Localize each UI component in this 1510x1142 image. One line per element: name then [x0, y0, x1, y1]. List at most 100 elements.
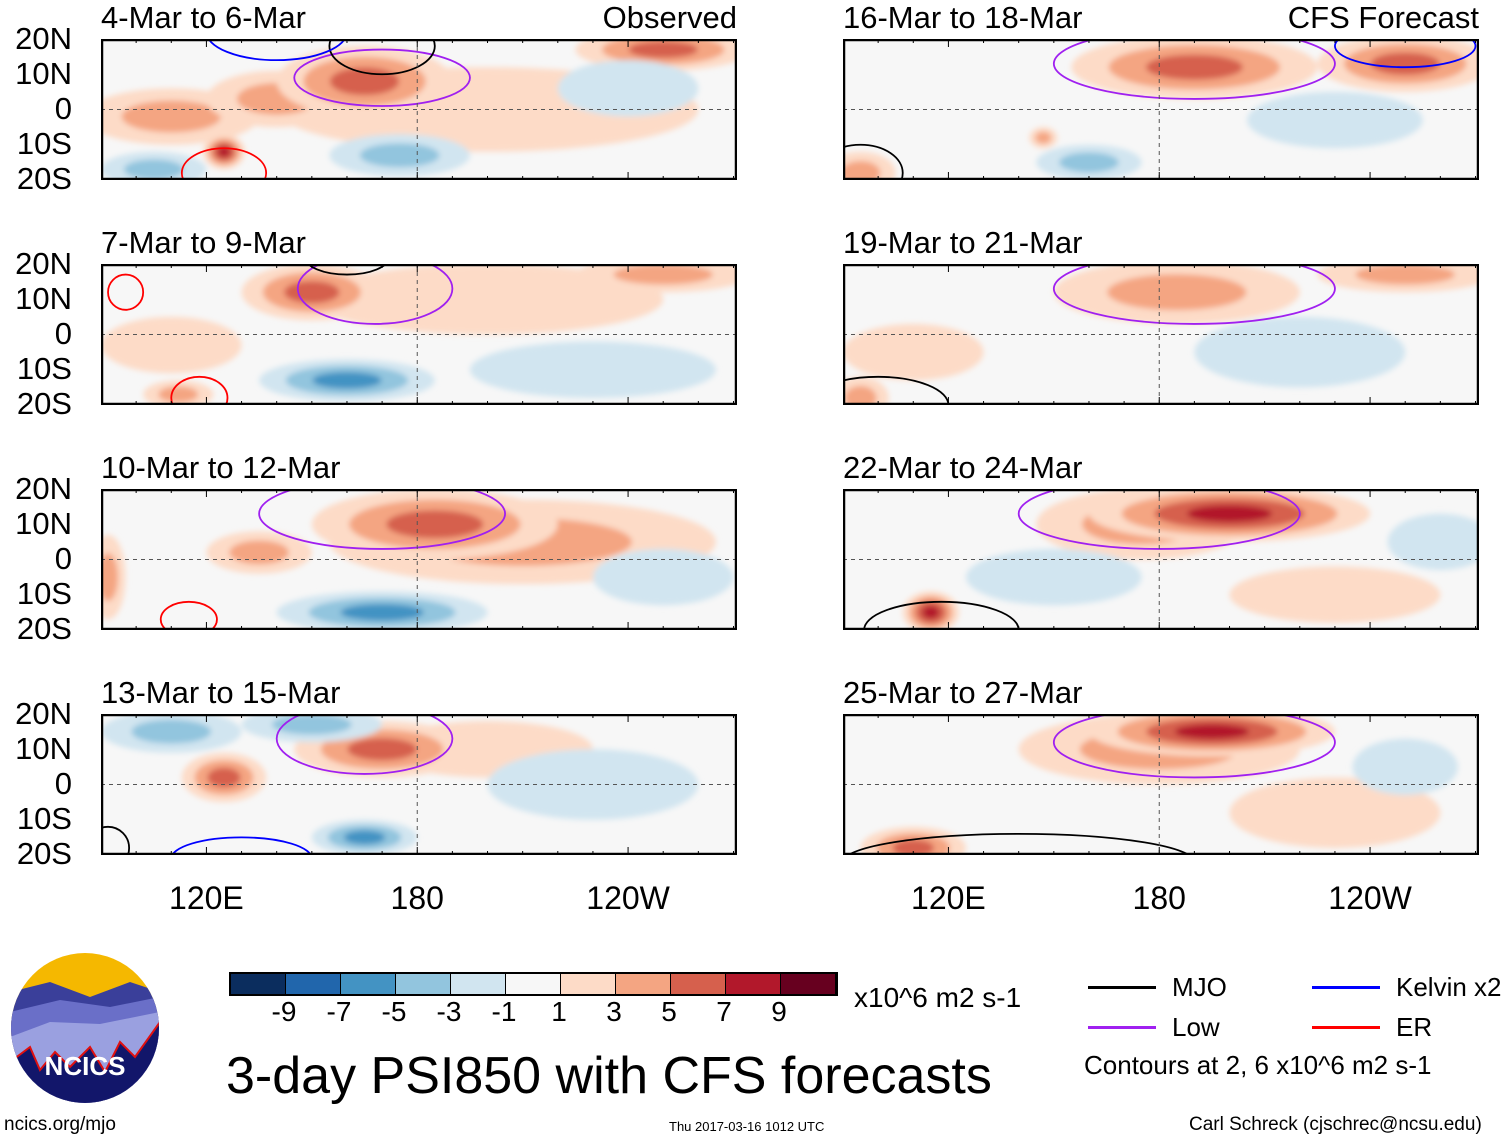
- author: Carl Schreck (cjschrec@ncsu.edu): [1189, 1114, 1482, 1135]
- colorbar-swatch: [341, 974, 396, 994]
- low-contour: [1052, 39, 1336, 100]
- panel-title: 10-Mar to 12-Mar: [101, 450, 341, 485]
- map-panel: [843, 264, 1479, 405]
- legend-label: Low: [1172, 1012, 1220, 1042]
- panel-title: 25-Mar to 27-Mar: [843, 675, 1083, 710]
- mjo-contour: [846, 832, 1191, 855]
- colorbar-swatch: [561, 974, 616, 994]
- colorbar-swatch: [396, 974, 451, 994]
- negative-anomaly: [1352, 738, 1458, 796]
- positive-anomaly: [386, 510, 484, 539]
- lon-label: 180: [390, 880, 444, 916]
- negative-anomaly: [965, 548, 1142, 606]
- negative-anomaly: [131, 719, 211, 744]
- positive-anomaly: [1187, 505, 1273, 523]
- er-contour: [180, 147, 268, 180]
- lat-label: 0: [54, 541, 72, 576]
- legend-label: ER: [1396, 1012, 1433, 1042]
- legend-label: MJO: [1172, 972, 1227, 1002]
- lat-label: 20S: [16, 836, 72, 871]
- legend-kelvin: Kelvin x2: [1312, 972, 1502, 1003]
- lat-label: 10S: [16, 576, 72, 611]
- low-contour: [275, 714, 454, 775]
- lat-label: 20N: [15, 696, 72, 731]
- map-panel: [101, 264, 737, 405]
- negative-anomaly: [557, 60, 699, 117]
- positive-anomaly: [158, 386, 199, 403]
- negative-anomaly: [1194, 316, 1406, 388]
- colorbar-swatch: [781, 974, 836, 994]
- negative-anomaly: [1059, 152, 1119, 173]
- lat-label: 10N: [15, 506, 72, 541]
- colorbar-unit: x10^6 m2 s-1: [854, 982, 1022, 1013]
- colorbar-swatch: [671, 974, 726, 994]
- positive-anomaly: [311, 264, 664, 335]
- lat-label: 0: [54, 316, 72, 351]
- kelvin-contour: [1334, 39, 1477, 69]
- lat-label: 0: [54, 766, 72, 801]
- colorbar: [229, 972, 838, 996]
- positive-anomaly: [1229, 777, 1441, 848]
- lon-label: 120E: [169, 880, 244, 916]
- lat-label: 10N: [15, 281, 72, 316]
- colorbar-swatch: [451, 974, 506, 994]
- legend-low: Low: [1088, 1012, 1220, 1043]
- colorbar-label: -9: [271, 996, 297, 1027]
- colorbar-label: -3: [436, 996, 462, 1027]
- positive-anomaly: [843, 323, 984, 381]
- colorbar-swatch: [231, 974, 286, 994]
- mjo-contour: [843, 143, 904, 180]
- er-contour: [170, 375, 229, 405]
- lat-label: 20S: [16, 386, 72, 421]
- positive-anomaly: [892, 839, 935, 855]
- ncics-logo: NCICS: [11, 953, 159, 1103]
- lat-label: 10S: [16, 351, 72, 386]
- colorbar-label: 1: [551, 996, 567, 1027]
- positive-anomaly: [922, 605, 940, 619]
- negative-anomaly: [123, 159, 184, 180]
- positive-anomaly: [284, 281, 340, 304]
- lat-label: 10S: [16, 801, 72, 836]
- lon-label: 180: [1132, 880, 1186, 916]
- positive-anomaly: [1355, 264, 1455, 285]
- column-label: Observed: [602, 0, 737, 35]
- low-contour: [1052, 714, 1336, 779]
- legend-label: Kelvin x2: [1396, 972, 1502, 1002]
- low-contour: [258, 489, 506, 550]
- svg-text:NCICS: NCICS: [45, 1051, 126, 1081]
- colorbar-label: -7: [326, 996, 352, 1027]
- low-contour: [293, 48, 471, 107]
- site-link[interactable]: ncics.org/mjo: [4, 1114, 116, 1135]
- panel-title: 19-Mar to 21-Mar: [843, 225, 1083, 260]
- colorbar-swatch: [616, 974, 671, 994]
- mjo-contour: [863, 600, 1020, 630]
- colorbar-label: -1: [491, 996, 517, 1027]
- legend-mjo: MJO: [1088, 972, 1227, 1003]
- colorbar-label: 9: [771, 996, 787, 1027]
- legend-er: ER: [1312, 1012, 1432, 1043]
- map-panel: [101, 714, 737, 855]
- negative-anomaly: [312, 371, 382, 389]
- positive-anomaly: [1145, 54, 1243, 80]
- lon-label: 120W: [1328, 880, 1412, 916]
- map-panel: [843, 714, 1479, 855]
- lat-label: 0: [54, 91, 72, 126]
- positive-anomaly: [121, 100, 221, 133]
- panel-title: 22-Mar to 24-Mar: [843, 450, 1083, 485]
- lat-label: 10N: [15, 731, 72, 766]
- er-contour: [107, 273, 145, 311]
- lon-label: 120W: [586, 880, 670, 916]
- lat-label: 20N: [15, 471, 72, 506]
- negative-anomaly: [1247, 91, 1423, 149]
- map-panel: [101, 489, 737, 630]
- mjo-contour: [843, 375, 950, 405]
- kelvin-contour: [207, 39, 346, 62]
- figure-title: 3-day PSI850 with CFS forecasts: [226, 1047, 992, 1105]
- positive-anomaly: [843, 160, 881, 180]
- kelvin-contour: [171, 836, 312, 855]
- positive-anomaly: [1370, 52, 1440, 75]
- negative-anomaly: [340, 604, 424, 621]
- negative-anomaly: [469, 341, 716, 398]
- map-panel: [843, 39, 1479, 180]
